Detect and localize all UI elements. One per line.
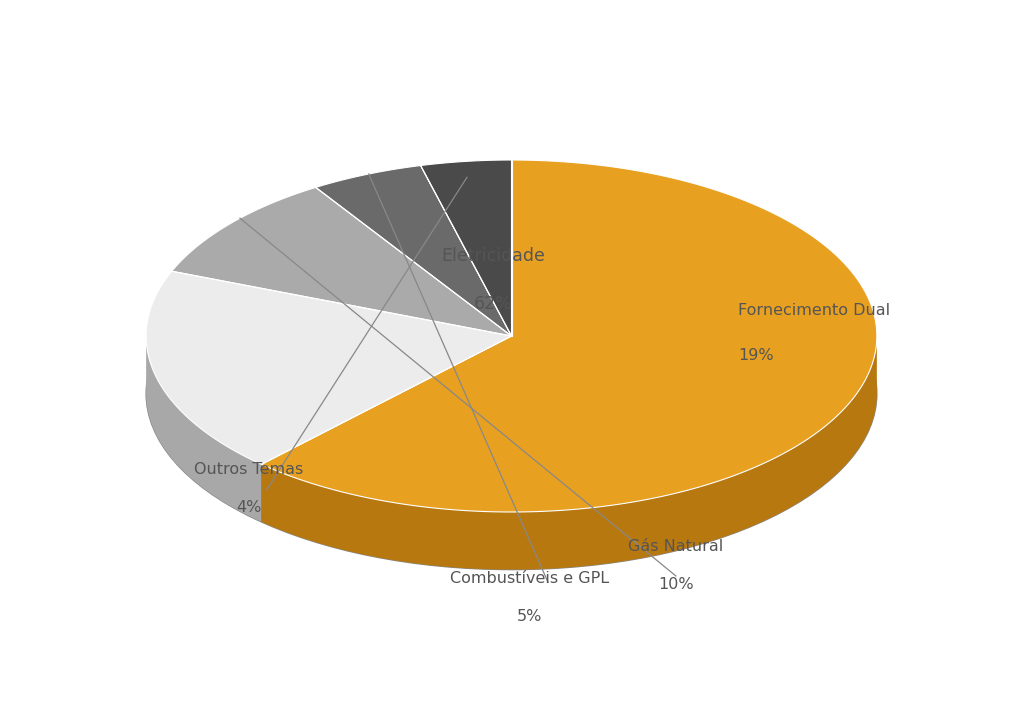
Text: 10%: 10% — [658, 577, 694, 592]
Text: Gás Natural: Gás Natural — [628, 539, 723, 553]
Ellipse shape — [146, 218, 877, 570]
Text: 4%: 4% — [235, 501, 261, 515]
Text: 19%: 19% — [738, 348, 773, 363]
Polygon shape — [262, 160, 877, 512]
Text: Combustíveis e GPL: Combustíveis e GPL — [450, 571, 610, 586]
Polygon shape — [172, 187, 512, 336]
Text: Fornecimento Dual: Fornecimento Dual — [738, 303, 890, 318]
Polygon shape — [262, 336, 877, 570]
Polygon shape — [262, 336, 512, 522]
Polygon shape — [262, 336, 512, 522]
Text: Outros Temas: Outros Temas — [193, 462, 303, 477]
Text: Eletricidade: Eletricidade — [441, 247, 545, 265]
Text: 5%: 5% — [517, 609, 542, 624]
Polygon shape — [420, 160, 512, 336]
Polygon shape — [146, 271, 511, 465]
Text: 62%: 62% — [474, 295, 513, 313]
Polygon shape — [146, 336, 262, 522]
Polygon shape — [316, 165, 512, 336]
